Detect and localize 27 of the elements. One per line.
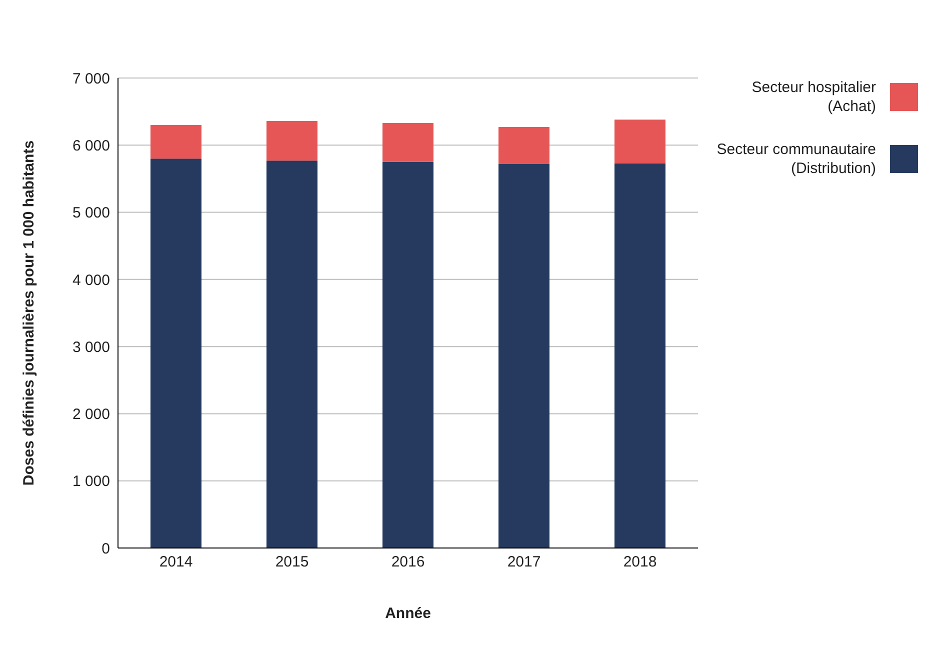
y-tick-label: 5 000 bbox=[72, 204, 110, 222]
y-tick-label: 7 000 bbox=[72, 70, 110, 88]
bar bbox=[266, 160, 318, 548]
x-tick-label: 2018 bbox=[623, 554, 657, 571]
bar bbox=[614, 120, 666, 164]
x-tick-label: 2014 bbox=[159, 554, 193, 571]
bar bbox=[382, 162, 434, 548]
x-tick-label: 2016 bbox=[391, 554, 425, 571]
x-axis-title: Année bbox=[385, 605, 431, 622]
bar bbox=[614, 163, 666, 548]
y-axis-title: Doses définies journalières pour 1 000 habitants bbox=[20, 140, 38, 486]
x-tick-label: 2017 bbox=[507, 554, 541, 571]
y-tick-label: 0 bbox=[102, 540, 110, 558]
legend-label: Secteur communautaire (Distribution) bbox=[716, 140, 876, 178]
bar bbox=[382, 122, 434, 162]
bar bbox=[150, 125, 202, 159]
bar bbox=[266, 120, 318, 161]
x-tick-label: 2015 bbox=[275, 554, 309, 571]
y-tick-label: 6 000 bbox=[72, 137, 110, 154]
bar bbox=[498, 164, 550, 548]
bar bbox=[150, 158, 202, 548]
y-tick-label: 4 000 bbox=[72, 272, 110, 289]
y-tick-label: 2 000 bbox=[72, 406, 110, 424]
legend-label: Secteur hospitalier (Achat) bbox=[750, 78, 876, 116]
y-tick-label: 3 000 bbox=[72, 338, 110, 356]
y-tick-label: 1 000 bbox=[72, 473, 110, 490]
bar bbox=[498, 127, 550, 164]
